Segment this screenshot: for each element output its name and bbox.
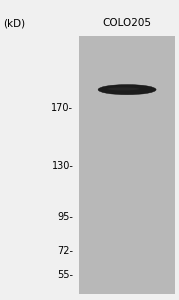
Text: 170-: 170- [51,103,73,113]
Text: 95-: 95- [57,212,73,222]
Text: COLO205: COLO205 [103,19,152,28]
Text: 72-: 72- [57,245,73,256]
Text: 55-: 55- [57,270,73,280]
Ellipse shape [98,85,156,95]
Text: 130-: 130- [52,161,73,171]
Text: (kD): (kD) [4,19,26,28]
Ellipse shape [107,87,139,90]
